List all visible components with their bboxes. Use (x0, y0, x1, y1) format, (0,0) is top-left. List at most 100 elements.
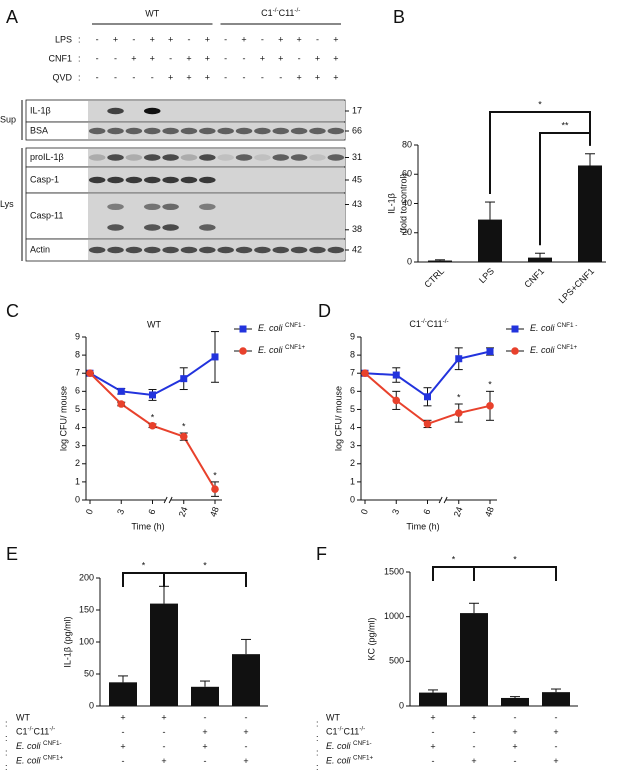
chart-title: WT (147, 319, 161, 329)
data-point (486, 347, 494, 355)
significance-label: * (142, 560, 146, 570)
band (125, 154, 143, 161)
band (217, 127, 234, 135)
band (143, 127, 161, 135)
y-tick-label: 2 (75, 458, 80, 468)
band (107, 224, 124, 231)
x-tick-label: 24 (177, 505, 190, 518)
y-tick-label: 0 (407, 256, 412, 266)
band (88, 154, 106, 161)
y-tick-label: 60 (402, 169, 412, 179)
significance-label: * (513, 554, 517, 564)
band (254, 154, 271, 161)
significance-label: * (457, 392, 461, 402)
condition-sign: - (204, 712, 207, 722)
separator: : (5, 733, 8, 743)
condition-sign: - (163, 727, 166, 737)
y-tick-label: 3 (75, 440, 80, 450)
condition-sign: - (245, 712, 248, 722)
y-tick-label: 5 (75, 404, 80, 414)
band (125, 246, 143, 254)
y-tick-label: 1 (350, 476, 355, 486)
treatment-sign: - (316, 34, 319, 44)
treatment-sign: - (96, 34, 99, 44)
treatment-sign: - (132, 34, 135, 44)
y-tick-label: 0 (75, 494, 80, 504)
y-axis-label: log CFU/ mouse (58, 386, 68, 451)
y-tick-label: 0 (399, 700, 404, 710)
condition-label: C1-/-C11-/- (16, 726, 55, 737)
band (162, 176, 179, 184)
treatment-sign: - (96, 72, 99, 82)
condition-sign: - (514, 756, 517, 766)
band (327, 154, 345, 161)
band (199, 176, 216, 184)
data-point (424, 393, 431, 401)
panel-label: E (6, 544, 18, 564)
band (235, 154, 253, 161)
band (88, 176, 106, 184)
band (272, 127, 290, 135)
y-tick-label: 8 (350, 349, 355, 359)
treatment-sign: + (150, 53, 155, 63)
bar (109, 682, 137, 706)
condition-label: WT (326, 712, 340, 722)
condition-sign: + (202, 741, 207, 751)
bar (428, 260, 452, 262)
band (327, 246, 345, 254)
band (143, 224, 161, 231)
y-tick-label: 4 (350, 422, 355, 432)
treatment-label: QVD (52, 72, 72, 82)
data-point (211, 485, 219, 493)
condition-sign: + (553, 727, 558, 737)
axis-break (443, 496, 448, 504)
condition-sign: - (163, 741, 166, 751)
legend-label: E. coli CNF1 - (530, 322, 577, 333)
band (327, 127, 345, 135)
treatment-sign: - (261, 34, 264, 44)
treatment-sign: - (114, 72, 117, 82)
y-tick-label: 7 (350, 368, 355, 378)
condition-sign: - (514, 712, 517, 722)
treatment-sign: + (205, 72, 210, 82)
group-label: WT (145, 8, 159, 18)
bar (232, 654, 260, 706)
treatment-sign: - (279, 72, 282, 82)
treatment-sign: + (333, 53, 338, 63)
legend-label: E. coli CNF1+ (258, 344, 305, 355)
treatment-sign: + (113, 34, 118, 44)
separator: : (78, 72, 81, 82)
band (309, 154, 326, 161)
y-tick-label: 3 (350, 440, 355, 450)
y-tick-label: 20 (402, 227, 412, 237)
x-tick-label: 0 (84, 508, 95, 516)
y-tick-label: 9 (350, 331, 355, 341)
condition-sign: + (120, 712, 125, 722)
band (143, 203, 161, 210)
y-tick-label: 5 (350, 404, 355, 414)
band (199, 154, 216, 161)
band (143, 107, 161, 115)
fraction-label: Sup (0, 114, 16, 124)
row-label: proIL-1β (30, 152, 64, 162)
treatment-label: CNF1 (48, 53, 72, 63)
treatment-sign: - (187, 34, 190, 44)
band (272, 246, 290, 254)
y-tick-label: 0 (350, 494, 355, 504)
y-tick-label: 100 (79, 636, 94, 646)
separator: : (5, 718, 8, 728)
row-label: BSA (30, 125, 48, 135)
treatment-sign: + (186, 53, 191, 63)
treatment-sign: + (131, 53, 136, 63)
y-tick-label: 50 (84, 668, 94, 678)
band (125, 127, 143, 135)
data-point (117, 387, 125, 395)
band (162, 203, 179, 210)
x-tick-label: LPS (477, 266, 496, 285)
treatment-sign: - (224, 53, 227, 63)
data-point (211, 353, 219, 361)
condition-sign: + (512, 741, 517, 751)
y-tick-label: 500 (389, 656, 404, 666)
panel-label: C (6, 301, 19, 321)
condition-label: E. coli CNF1+ (326, 755, 373, 766)
